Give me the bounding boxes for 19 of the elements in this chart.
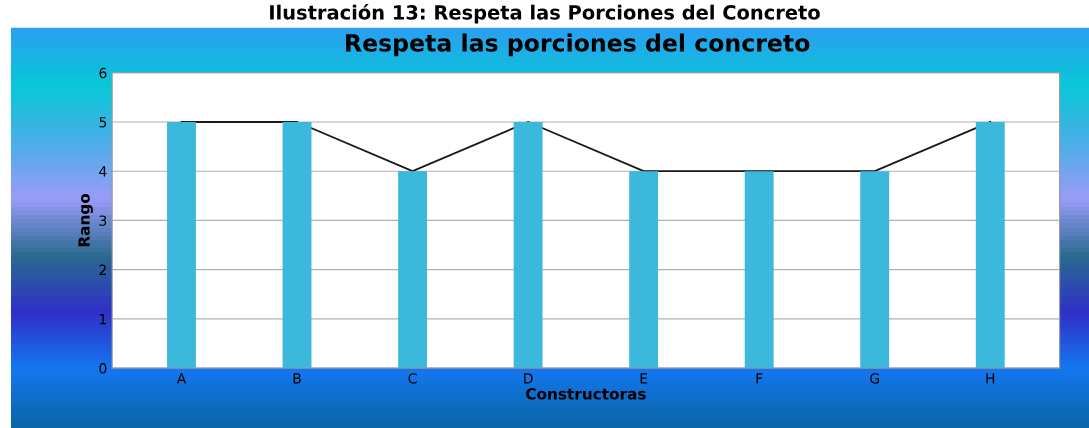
x-tick-label: D — [524, 373, 533, 384]
y-tick-label: 5 — [99, 117, 107, 128]
y-tick-label: 0 — [99, 363, 107, 374]
y-tick-label: 2 — [99, 264, 106, 275]
y-tick-label: 3 — [99, 215, 107, 226]
chart-title: Respeta las porciones del concreto — [346, 33, 810, 57]
x-tick-label: B — [293, 373, 301, 384]
y-tick-label: 4 — [99, 166, 107, 177]
x-tick-label: F — [756, 373, 763, 384]
x-tick-label: A — [176, 373, 187, 384]
x-tick-label: C — [408, 373, 417, 384]
y-axis-title: Rango — [78, 193, 93, 247]
x-tick-label: G — [870, 373, 879, 384]
y-tick-label: 6 — [99, 67, 107, 79]
text: Ilustración 13: Respeta las Porciones del Concreto — [270, 3, 820, 24]
y-tick-label: 1 — [99, 314, 107, 325]
x-axis-title: Constructoras — [526, 388, 646, 400]
x-tick-label: E — [640, 373, 648, 384]
x-tick-label: H — [986, 373, 995, 384]
